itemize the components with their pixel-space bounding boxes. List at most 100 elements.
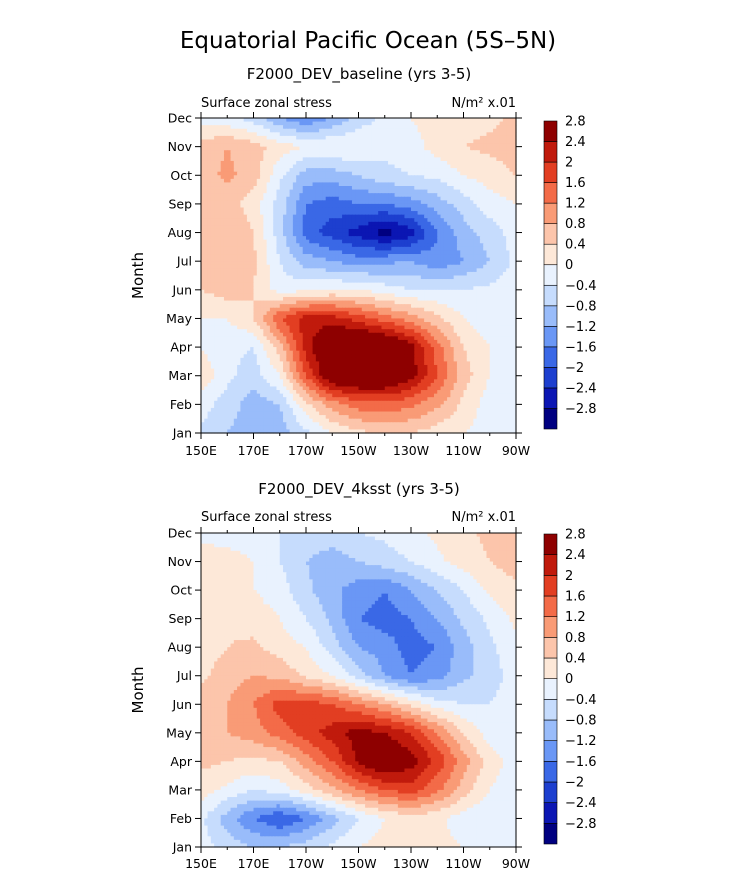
- heatmap-cell: [325, 178, 330, 184]
- heatmap-cell: [207, 132, 212, 137]
- heatmap-cell: [269, 254, 274, 259]
- heatmap-cell: [210, 221, 215, 226]
- heatmap-cell: [260, 218, 264, 223]
- heatmap-cell: [407, 121, 412, 126]
- heatmap-cell: [306, 250, 310, 255]
- heatmap-cell: [328, 164, 333, 169]
- heatmap-cell: [381, 218, 386, 223]
- heatmap-cell: [506, 157, 511, 162]
- heatmap-cell: [496, 279, 501, 284]
- heatmap-cell: [470, 189, 474, 194]
- heatmap-cell: [233, 228, 238, 234]
- heatmap-cell: [470, 153, 474, 158]
- heatmap-cell: [384, 275, 389, 280]
- heatmap-cell: [302, 218, 307, 223]
- heatmap-cell: [401, 128, 406, 133]
- heatmap-cell: [420, 157, 425, 162]
- heatmap-cell: [227, 193, 232, 198]
- heatmap-cell: [345, 268, 350, 273]
- heatmap-cell: [440, 282, 445, 287]
- heatmap-cell: [404, 160, 409, 166]
- heatmap-cell: [342, 289, 346, 294]
- heatmap-cell: [358, 168, 363, 173]
- heatmap-cell: [319, 143, 324, 148]
- heatmap-cell: [456, 250, 461, 255]
- heatmap-cell: [217, 275, 222, 280]
- heatmap-cell: [433, 221, 438, 226]
- heatmap-cell: [430, 175, 435, 180]
- heatmap-cell: [338, 286, 343, 291]
- heatmap-cell: [289, 171, 294, 176]
- heatmap-cell: [433, 135, 438, 141]
- heatmap-cell: [440, 171, 445, 176]
- heatmap-cell: [414, 128, 419, 133]
- heatmap-cell: [476, 254, 481, 259]
- heatmap-cell: [306, 193, 310, 198]
- heatmap-cell: [430, 246, 435, 252]
- heatmap-cell: [256, 182, 261, 187]
- heatmap-cell: [499, 250, 504, 255]
- heatmap-cell: [414, 193, 419, 198]
- heatmap-cell: [506, 279, 511, 284]
- heatmap-cell: [384, 239, 389, 244]
- heatmap-cell: [302, 296, 307, 302]
- heatmap-cell: [378, 225, 383, 230]
- heatmap-cell: [246, 300, 251, 305]
- heatmap-cell: [381, 178, 386, 184]
- heatmap-cell: [217, 296, 222, 302]
- heatmap-cell: [309, 289, 314, 294]
- heatmap-cell: [250, 118, 255, 123]
- heatmap-cell: [243, 250, 248, 255]
- heatmap-cell: [325, 289, 330, 294]
- heatmap-cell: [306, 157, 310, 162]
- heatmap-cell: [358, 275, 363, 280]
- heatmap-cell: [230, 296, 235, 302]
- heatmap-cell: [292, 261, 297, 266]
- heatmap-cell: [483, 243, 488, 248]
- heatmap-cell: [214, 243, 219, 248]
- heatmap-cell: [237, 178, 241, 184]
- heatmap-cell: [214, 279, 219, 284]
- heatmap-cell: [332, 300, 337, 305]
- heatmap-cell: [250, 150, 255, 155]
- heatmap-cell: [443, 164, 448, 169]
- heatmap-cell: [374, 275, 379, 280]
- heatmap-cell: [292, 178, 297, 184]
- heatmap-cell: [437, 225, 442, 230]
- heatmap-cell: [476, 168, 481, 173]
- heatmap-cell: [368, 279, 373, 284]
- heatmap-cell: [246, 203, 251, 209]
- heatmap-cell: [296, 178, 301, 184]
- heatmap-cell: [273, 157, 278, 162]
- heatmap-cell: [463, 246, 468, 252]
- heatmap-cell: [479, 254, 484, 259]
- heatmap-cell: [476, 236, 481, 241]
- heatmap-cell: [355, 125, 360, 130]
- heatmap-cell: [456, 228, 461, 234]
- heatmap-cell: [345, 153, 350, 158]
- heatmap-cell: [489, 236, 494, 241]
- heatmap-cell: [227, 282, 232, 287]
- heatmap-cell: [466, 139, 471, 144]
- heatmap-cell: [450, 282, 455, 287]
- heatmap-cell: [237, 200, 241, 205]
- heatmap-cell: [217, 196, 222, 201]
- heatmap-cell: [489, 218, 494, 223]
- heatmap-cell: [404, 132, 409, 137]
- heatmap-cell: [424, 250, 429, 255]
- heatmap-cell: [269, 268, 274, 273]
- heatmap-cell: [414, 143, 419, 148]
- heatmap-cell: [489, 271, 494, 277]
- heatmap-cell: [201, 268, 205, 273]
- heatmap-cell: [414, 171, 419, 176]
- heatmap-cell: [335, 143, 340, 148]
- heatmap-cell: [456, 203, 461, 209]
- heatmap-cell: [342, 150, 346, 155]
- heatmap-cell: [417, 150, 422, 155]
- heatmap-cell: [322, 175, 327, 180]
- heatmap-cell: [440, 196, 445, 201]
- heatmap-cell: [210, 246, 215, 252]
- heatmap-cell: [460, 243, 465, 248]
- heatmap-cell: [411, 132, 415, 137]
- heatmap-cell: [332, 160, 337, 166]
